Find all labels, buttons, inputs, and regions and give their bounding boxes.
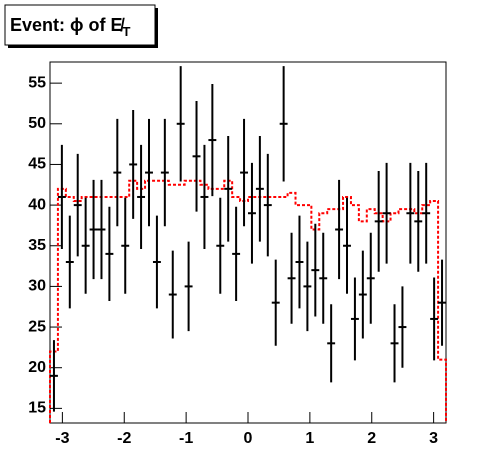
title-main: Event: ϕ of xyxy=(10,15,111,35)
title-symbol: E̸ xyxy=(111,15,126,35)
y-tick-label: 15 xyxy=(28,400,46,417)
x-tick-label: 1 xyxy=(305,430,314,447)
chart-title: Event: ϕ of E̸T xyxy=(10,15,131,40)
x-tick-label: -1 xyxy=(179,430,193,447)
x-tick-label: 3 xyxy=(429,430,438,447)
title-subscript: T xyxy=(123,24,131,39)
x-tick-label: 2 xyxy=(367,430,376,447)
y-tick-label: 30 xyxy=(28,278,46,295)
x-tick-label: 0 xyxy=(244,430,253,447)
y-tick-label: 25 xyxy=(28,318,46,335)
y-tick-label: 50 xyxy=(28,115,46,132)
mc-histogram xyxy=(49,179,447,423)
y-tick-label: 55 xyxy=(28,74,46,91)
y-tick-label: 35 xyxy=(28,237,46,254)
x-tick-label: -3 xyxy=(55,430,69,447)
x-tick-label: -2 xyxy=(117,430,131,447)
y-tick-label: 20 xyxy=(28,359,46,376)
y-tick-label: 40 xyxy=(28,196,46,213)
title-box xyxy=(4,4,156,46)
y-tick-label: 45 xyxy=(28,156,46,173)
